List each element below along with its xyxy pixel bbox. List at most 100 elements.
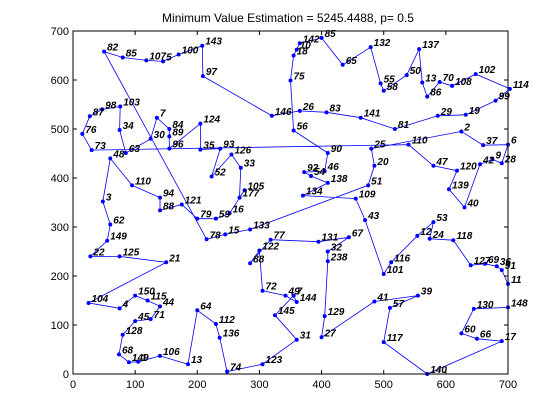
point-label: 107 <box>149 51 166 62</box>
y-tick-label: 500 <box>51 124 69 136</box>
point-label: 6 <box>511 136 517 147</box>
route-point <box>499 161 504 166</box>
route-point <box>368 45 373 50</box>
point-label: 4 <box>122 299 129 310</box>
route-point <box>223 232 228 237</box>
route-point <box>133 319 138 324</box>
point-label: 143 <box>205 37 222 48</box>
y-tick-label: 100 <box>51 320 69 332</box>
route-point <box>154 115 159 120</box>
route-point <box>283 293 288 298</box>
point-label: 139 <box>452 180 469 191</box>
y-tick-label: 700 <box>51 26 69 38</box>
route-point <box>322 169 327 174</box>
route-point <box>340 62 345 67</box>
point-label: 81 <box>398 120 410 131</box>
point-label: 91 <box>505 261 517 272</box>
x-tick-label: 300 <box>250 379 268 391</box>
point-label: 121 <box>185 195 202 206</box>
point-label: 106 <box>163 347 180 358</box>
point-label: 48 <box>112 149 125 160</box>
route-point <box>392 127 397 131</box>
route-point <box>167 146 172 151</box>
point-label: 125 <box>123 247 140 258</box>
point-label: 141 <box>364 109 381 120</box>
route-point <box>291 128 296 133</box>
point-label: 31 <box>300 331 312 342</box>
point-label: 105 <box>248 181 265 192</box>
route-point <box>148 136 153 141</box>
point-label: 89 <box>172 127 184 138</box>
point-label: 96 <box>172 140 184 151</box>
route-point <box>209 174 214 179</box>
route-point <box>378 81 383 86</box>
route-point <box>471 306 476 311</box>
x-tick-label: 400 <box>312 379 330 391</box>
x-axis-ticks: 0 100 200 300 400 500 600 700 <box>70 31 517 391</box>
route-point <box>325 259 330 264</box>
route-point <box>297 41 302 46</box>
point-label: 150 <box>138 287 155 298</box>
point-label: 148 <box>511 298 528 309</box>
route-point <box>366 183 371 188</box>
point-label: 11 <box>511 275 522 286</box>
route-point <box>406 142 411 147</box>
route-point <box>302 170 307 175</box>
route-point <box>363 218 368 223</box>
route-point <box>248 261 253 266</box>
point-label: 42 <box>482 155 495 166</box>
route-point <box>389 260 394 265</box>
route-point <box>105 238 110 243</box>
point-label: 1 <box>141 353 147 364</box>
route-point <box>387 305 392 310</box>
point-label: 84 <box>172 120 184 131</box>
route-point <box>158 353 162 358</box>
point-label: 72 <box>266 282 278 293</box>
point-label: 124 <box>203 115 220 126</box>
route-point <box>481 143 486 148</box>
point-label: 122 <box>262 242 279 253</box>
route-point <box>268 237 273 242</box>
point-label: 54 <box>314 167 326 178</box>
route-point <box>288 78 293 83</box>
route-point <box>507 86 512 91</box>
route-point <box>325 180 330 185</box>
point-label: 98 <box>105 100 117 111</box>
route-point <box>227 211 232 216</box>
route-point <box>455 168 460 173</box>
point-label: 94 <box>163 189 175 200</box>
point-label: 142 <box>303 34 320 45</box>
point-label: 110 <box>135 176 151 187</box>
route-point <box>108 156 113 161</box>
point-label: 44 <box>162 297 175 308</box>
point-label: 238 <box>330 252 348 263</box>
route-point <box>381 88 386 93</box>
point-label: 74 <box>230 363 242 374</box>
route-point <box>204 237 209 242</box>
route-point <box>237 195 242 200</box>
route-point <box>490 157 495 162</box>
point-label: 53 <box>436 213 448 224</box>
point-label: 24 <box>432 230 445 241</box>
route-point <box>325 249 330 254</box>
point-label: 132 <box>374 38 391 49</box>
point-label: 27 <box>324 328 337 339</box>
y-tick-label: 300 <box>51 222 69 234</box>
point-label: 78 <box>210 230 222 241</box>
point-label: 37 <box>486 136 498 147</box>
point-label: 108 <box>455 77 472 88</box>
point-label: 35 <box>203 141 215 152</box>
route-point <box>260 362 265 367</box>
route-point <box>100 107 105 112</box>
route-point <box>257 248 262 253</box>
x-tick-label: 100 <box>126 379 144 391</box>
route-point <box>459 331 464 336</box>
point-label: 85 <box>126 48 138 59</box>
point-label: 110 <box>412 136 428 147</box>
route-point <box>218 146 223 151</box>
y-tick-label: 0 <box>63 369 69 381</box>
route-point <box>213 216 218 221</box>
point-label: 85 <box>325 29 337 40</box>
point-label: 15 <box>228 225 240 236</box>
